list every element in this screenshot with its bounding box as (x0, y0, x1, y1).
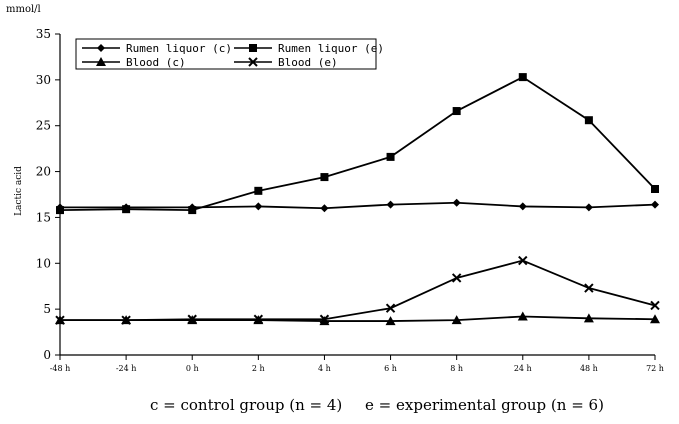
data-point-square (254, 186, 263, 195)
x-tick-label: 4 h (318, 364, 331, 373)
legend-swatch-diamond (97, 44, 105, 52)
data-point-square (584, 116, 593, 125)
data-point-cross (385, 303, 396, 313)
data-point-cross (584, 283, 594, 293)
y-tick-label: 5 (43, 302, 51, 316)
data-point-triangle (583, 313, 594, 323)
caption-experimental: e = experimental group (n = 6) (365, 396, 604, 414)
data-point-cross (319, 314, 330, 324)
data-point-triangle (517, 311, 528, 321)
series-line-diamond (60, 201, 656, 210)
x-tick-label: 2 h (252, 364, 265, 373)
data-point-square (320, 173, 329, 182)
data-point-cross (451, 273, 462, 283)
x-tick-label: 24 h (514, 364, 532, 373)
cross-stroke (319, 314, 330, 324)
legend-swatch-cross (248, 57, 258, 67)
y-tick-label: 35 (36, 27, 51, 41)
series-line-square (59, 76, 656, 211)
cross-stroke (650, 300, 660, 311)
data-point-square (518, 73, 527, 82)
data-point-triangle (385, 316, 396, 326)
cross-stroke (451, 273, 462, 283)
x-tick-label: -48 h (50, 364, 71, 373)
legend-label: Rumen liquor (c) (126, 42, 232, 55)
legend-label: Blood (e) (278, 56, 338, 69)
x-tick-label: 72 h (646, 364, 664, 373)
data-point-diamond (320, 204, 329, 213)
data-point-diamond (584, 203, 593, 212)
data-point-square (651, 184, 659, 193)
data-point-diamond (452, 198, 461, 207)
data-point-square (452, 107, 461, 116)
cross-stroke (253, 314, 264, 324)
data-point-square (56, 206, 64, 215)
y-tick-label: 0 (43, 348, 51, 362)
x-tick-label: 0 h (186, 364, 199, 373)
data-point-cross (253, 314, 264, 324)
data-point-cross (187, 314, 197, 324)
y-tick-label: 25 (36, 119, 51, 133)
figure-caption: c = control group (n = 4) e = experiment… (150, 396, 622, 414)
legend-label: Rumen liquor (e) (278, 42, 384, 55)
data-point-cross (650, 300, 660, 311)
x-tick-label: -24 h (116, 364, 137, 373)
cross-stroke (121, 315, 131, 325)
y-tick-label: 30 (36, 73, 51, 87)
y-tick-label: 15 (36, 210, 51, 224)
data-point-cross (55, 315, 65, 325)
legend-swatch-triangle (96, 57, 106, 66)
caption-control: c = control group (n = 4) (150, 396, 343, 414)
data-point-diamond (386, 200, 395, 209)
data-point-triangle (650, 314, 660, 324)
y-tick-label: 10 (36, 256, 51, 270)
x-tick-label: 48 h (580, 364, 598, 373)
data-point-square (386, 152, 395, 161)
cross-stroke (55, 315, 65, 325)
data-point-square (122, 205, 131, 214)
series-line-cross (60, 259, 656, 322)
data-point-diamond (651, 200, 659, 209)
x-tick-label: 8 h (450, 364, 463, 373)
cross-stroke (187, 314, 197, 324)
y-unit-label: mmol/l (6, 4, 41, 15)
data-point-cross (518, 255, 528, 266)
data-point-diamond (518, 202, 527, 211)
cross-stroke (248, 57, 258, 67)
cross-stroke (518, 255, 528, 266)
y-tick-label: 20 (36, 165, 51, 179)
data-point-diamond (254, 202, 263, 211)
x-tick-label: 6 h (384, 364, 397, 373)
data-point-cross (121, 315, 131, 325)
data-point-square (188, 206, 197, 215)
legend-swatch-square (249, 44, 257, 52)
cross-stroke (584, 283, 594, 293)
legend-box (75, 38, 377, 70)
cross-stroke (385, 303, 396, 313)
data-point-triangle (451, 315, 462, 325)
legend-label: Blood (c) (126, 56, 186, 69)
